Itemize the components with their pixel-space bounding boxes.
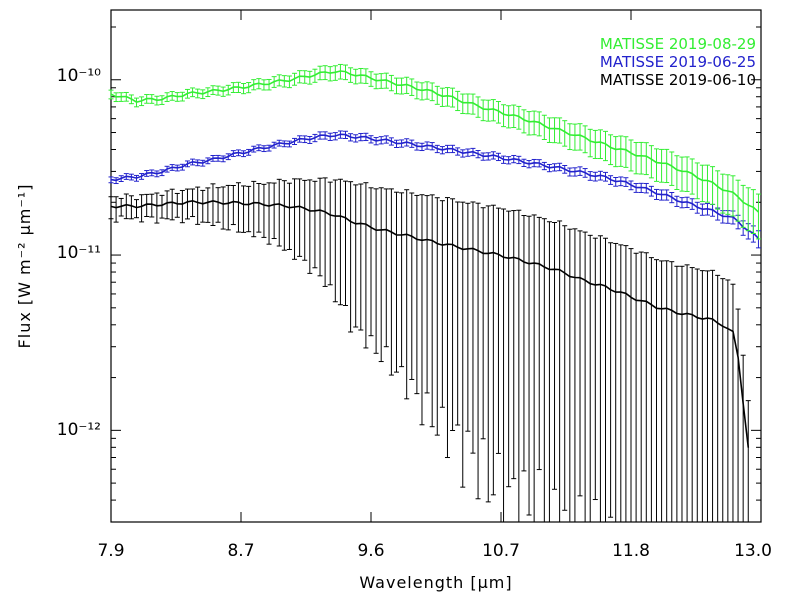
x-tick-label: 11.8 [612, 541, 650, 561]
plot-frame [110, 9, 762, 523]
y-tick-label: 10⁻¹¹ [57, 243, 101, 263]
x-tick-label: 10.7 [482, 541, 520, 561]
y-tick-label: 10⁻¹² [57, 420, 101, 440]
x-tick-labels: 7.9 8.7 9.6 10.7 11.8 13.0 [97, 541, 771, 561]
x-tick-label: 7.9 [97, 541, 124, 561]
legend-entry-2019-06-10: MATISSE 2019-06-10 [600, 71, 756, 89]
legend-entry-2019-06-25: MATISSE 2019-06-25 [600, 53, 756, 71]
series-line [110, 133, 760, 239]
y-axis-label: Flux [W m⁻² μm⁻¹] [15, 184, 34, 349]
series-2019-06-25 [108, 130, 761, 249]
series-line [110, 199, 750, 448]
x-tick-label: 8.7 [227, 541, 254, 561]
y-tick-labels: 10⁻¹⁰ 10⁻¹¹ 10⁻¹² [57, 66, 101, 440]
y-tick-label: 10⁻¹⁰ [57, 66, 101, 86]
series-line [110, 70, 760, 213]
legend-entry-2019-08-29: MATISSE 2019-08-29 [600, 35, 756, 53]
series-2019-08-29 [108, 63, 761, 240]
series-2019-06-10 [108, 177, 751, 522]
x-tick-label: 9.6 [357, 541, 384, 561]
x-tick-label: 13.0 [734, 541, 772, 561]
series-layer [108, 63, 761, 522]
x-axis-label: Wavelength [μm] [359, 573, 512, 592]
legend: MATISSE 2019-08-29 MATISSE 2019-06-25 MA… [600, 35, 756, 89]
